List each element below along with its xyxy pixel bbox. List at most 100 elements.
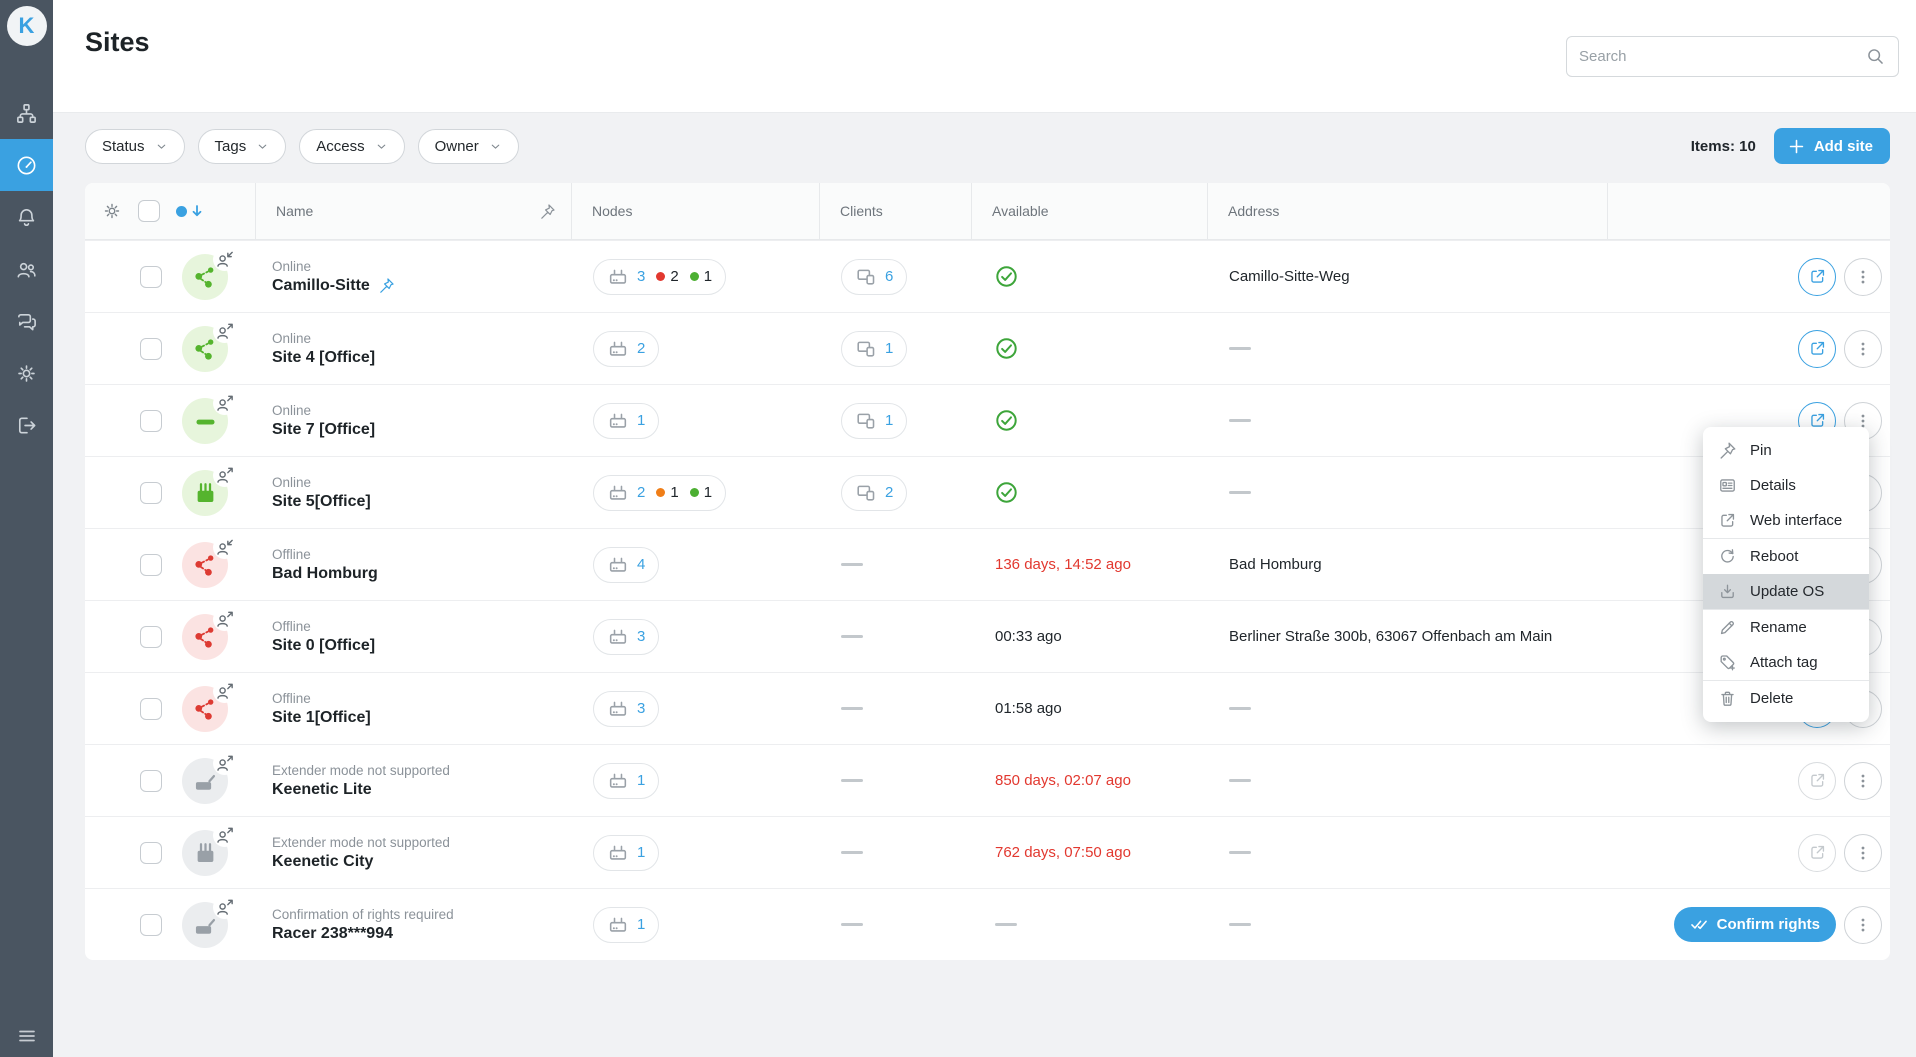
empty-dash xyxy=(995,923,1017,926)
menu-item-delete[interactable]: Delete xyxy=(1703,681,1869,716)
nodes-badge[interactable]: 3 xyxy=(593,690,660,727)
menu-item-rename[interactable]: Rename xyxy=(1703,610,1869,645)
router-icon xyxy=(607,698,629,720)
row-checkbox[interactable] xyxy=(140,698,162,720)
menu-item-web-interface[interactable]: Web interface xyxy=(1703,503,1869,538)
column-header-name[interactable]: Name xyxy=(255,183,571,239)
site-name[interactable]: Site 7 [Office] xyxy=(272,420,376,438)
row-menu-button[interactable] xyxy=(1844,329,1882,368)
keenetic-logo[interactable]: K xyxy=(6,6,47,46)
web-interface-button[interactable] xyxy=(1798,329,1836,368)
site-status: Online xyxy=(272,474,312,490)
row-checkbox[interactable] xyxy=(140,410,162,432)
column-header-address[interactable]: Address xyxy=(1207,183,1607,239)
site-name[interactable]: Keenetic City xyxy=(272,852,374,870)
filter-access[interactable]: Access xyxy=(299,128,405,164)
table-row: Offline Bad Homburg 4 136 days, 14:52 ago… xyxy=(85,528,1890,600)
site-name[interactable]: Keenetic Lite xyxy=(272,780,372,798)
router-icon xyxy=(607,338,629,360)
row-menu-button[interactable] xyxy=(1844,761,1882,800)
clients-badge[interactable]: 1 xyxy=(841,330,908,367)
column-header-available[interactable]: Available xyxy=(971,183,1207,239)
confirm-rights-button[interactable]: Confirm rights xyxy=(1673,907,1836,942)
row-checkbox[interactable] xyxy=(140,266,162,288)
search-icon[interactable] xyxy=(1865,46,1886,67)
sidebar-item-sites[interactable] xyxy=(0,87,53,139)
filter-owner[interactable]: Owner xyxy=(417,128,519,164)
filter-status[interactable]: Status xyxy=(85,128,185,164)
table-settings-gear-icon[interactable] xyxy=(102,201,122,221)
sites-table: Name Nodes Clients Available Address Onl… xyxy=(85,183,1890,960)
sidebar-item-dashboard[interactable] xyxy=(0,139,53,191)
pinned-icon xyxy=(378,277,395,294)
pin-column-icon[interactable] xyxy=(539,203,556,220)
filter-tags[interactable]: Tags xyxy=(197,128,287,164)
nodes-badge[interactable]: 1 xyxy=(593,834,660,871)
row-checkbox[interactable] xyxy=(140,842,162,864)
sidebar-item-notifications[interactable] xyxy=(0,191,53,243)
row-checkbox[interactable] xyxy=(140,338,162,360)
row-checkbox[interactable] xyxy=(140,770,162,792)
column-header-clients[interactable]: Clients xyxy=(819,183,971,239)
external-link-icon xyxy=(1808,843,1827,862)
clients-badge[interactable]: 1 xyxy=(841,402,908,439)
row-checkbox[interactable] xyxy=(140,626,162,648)
search-input[interactable] xyxy=(1579,48,1865,65)
router-icon xyxy=(607,914,629,936)
select-all-checkbox[interactable] xyxy=(138,200,160,222)
row-menu-button[interactable] xyxy=(1844,833,1882,872)
site-avatar-mesh xyxy=(182,680,236,732)
site-name[interactable]: Site 4 [Office] xyxy=(272,348,376,366)
external-link-icon xyxy=(1718,511,1737,530)
clients-badge[interactable]: 6 xyxy=(841,258,908,295)
pin-icon xyxy=(1718,441,1737,460)
nodes-badge[interactable]: 1 xyxy=(593,402,660,439)
nodes-badge[interactable]: 2 xyxy=(593,330,660,367)
site-name[interactable]: Camillo-Sitte xyxy=(272,276,370,294)
row-menu-button[interactable] xyxy=(1844,905,1882,944)
external-link-icon xyxy=(1808,339,1827,358)
site-name[interactable]: Site 5[Office] xyxy=(272,492,371,510)
menu-item-update-os[interactable]: Update OS xyxy=(1703,574,1869,609)
menu-item-reboot[interactable]: Reboot xyxy=(1703,539,1869,574)
site-status: Confirmation of rights required xyxy=(272,906,454,922)
sidebar-item-settings[interactable] xyxy=(0,347,53,399)
row-checkbox[interactable] xyxy=(140,554,162,576)
site-name[interactable]: Bad Homburg xyxy=(272,564,378,582)
sort-by-status[interactable] xyxy=(176,204,204,218)
sidebar-item-users[interactable] xyxy=(0,243,53,295)
table-row: Offline Site 0 [Office] 3 00:33 ago Berli… xyxy=(85,600,1890,672)
nodes-badge[interactable]: 1 xyxy=(593,762,660,799)
clients-badge[interactable]: 2 xyxy=(841,474,908,511)
site-name[interactable]: Site 0 [Office] xyxy=(272,636,376,654)
nodes-badge[interactable]: 1 xyxy=(593,906,660,943)
sidebar-item-logout[interactable] xyxy=(0,399,53,451)
menu-item-pin[interactable]: Pin xyxy=(1703,433,1869,468)
row-checkbox[interactable] xyxy=(140,914,162,936)
hamburger-icon[interactable] xyxy=(0,1015,53,1057)
site-status: Offline xyxy=(272,690,311,706)
last-available-time: 01:58 ago xyxy=(995,700,1062,717)
menu-item-attach-tag[interactable]: Attach tag xyxy=(1703,645,1869,680)
site-avatar-mesh xyxy=(182,536,236,588)
table-row: Online Site 7 [Office] 1 1 xyxy=(85,384,1890,456)
row-menu-button[interactable] xyxy=(1844,257,1882,296)
column-header-nodes[interactable]: Nodes xyxy=(571,183,819,239)
web-interface-button[interactable] xyxy=(1798,257,1836,296)
green-dot-icon xyxy=(689,488,699,497)
add-site-button[interactable]: Add site xyxy=(1773,128,1890,164)
site-name[interactable]: Racer 238***994 xyxy=(272,924,393,942)
row-checkbox[interactable] xyxy=(140,482,162,504)
pen-icon xyxy=(1718,618,1737,637)
menu-item-details[interactable]: Details xyxy=(1703,468,1869,503)
empty-dash xyxy=(1229,491,1251,494)
site-name[interactable]: Site 1[Office] xyxy=(272,708,371,726)
nodes-badge[interactable]: 3 xyxy=(593,618,660,655)
sidebar-item-support-chat[interactable] xyxy=(0,295,53,347)
shared-out-badge-icon xyxy=(213,824,236,847)
table-row: Confirmation of rights required Racer 238… xyxy=(85,888,1890,960)
nodes-badge[interactable]: 4 xyxy=(593,546,660,583)
site-status: Offline xyxy=(272,618,311,634)
